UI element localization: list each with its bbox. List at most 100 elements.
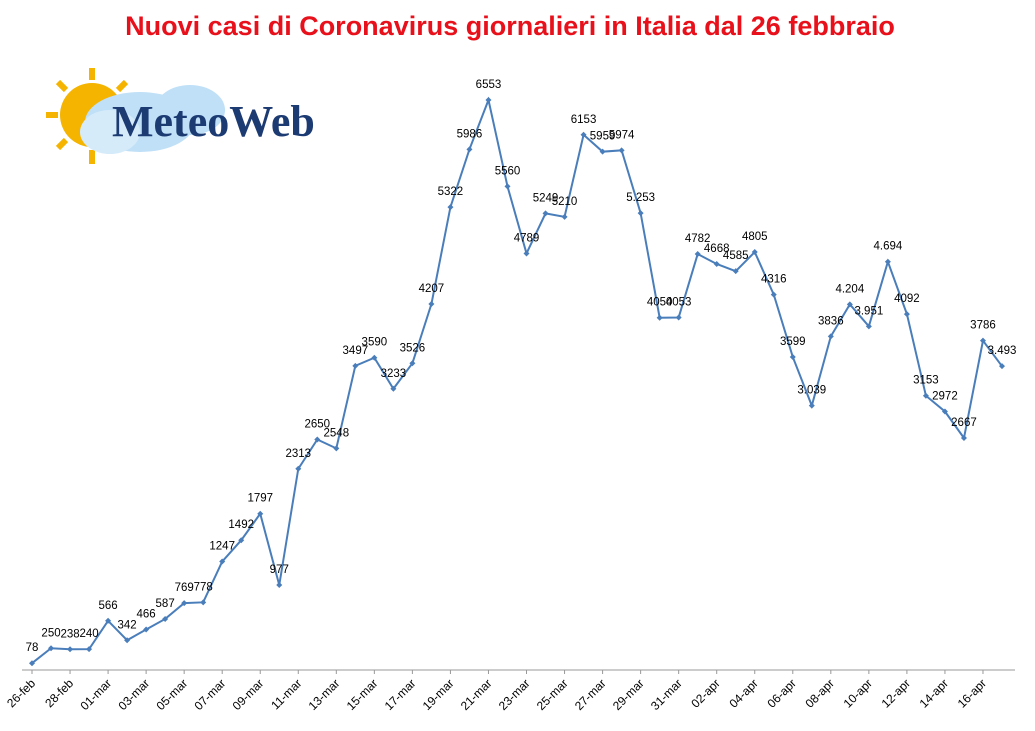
point [295,465,302,472]
point [485,97,492,103]
point [808,402,815,409]
point [314,436,321,443]
value-label: 250 [41,627,60,639]
value-label: 3526 [400,342,426,354]
value-label: 3786 [970,320,996,332]
x-tick-label: 26-feb [4,676,38,710]
point [219,558,226,565]
value-label: 566 [98,600,117,612]
logo-art [46,68,225,164]
x-tick-label: 23-mar [496,676,533,713]
series-line [31,96,1003,665]
x-tick-label: 25-mar [534,676,571,713]
value-label: 2650 [304,418,330,430]
point [542,210,549,217]
value-label: 1247 [209,541,235,553]
point [618,147,625,154]
value-label: 240 [79,628,98,640]
point [29,660,35,667]
value-label: 5249 [533,192,559,204]
value-label: 5974 [609,129,635,141]
value-label: 2972 [932,390,958,402]
value-label: 4316 [761,274,787,286]
point [561,213,568,220]
value-label: 3599 [780,336,806,348]
point [333,445,340,452]
x-tick-label: 31-mar [648,676,685,713]
value-label: 5.253 [626,192,655,204]
value-label: 4092 [894,293,920,305]
value-label: 3.493 [988,345,1017,357]
point [238,537,245,544]
chart-title: Nuovi casi di Coronavirus giornalieri in… [125,11,895,41]
x-tick-label: 07-mar [192,676,229,713]
point [276,582,283,589]
x-tick-label: 16-apr [955,676,989,710]
value-label: 2548 [324,427,350,439]
logo-text: MeteoWeb [112,97,315,146]
value-label: 466 [137,608,156,620]
value-label: 4207 [419,283,445,295]
x-tick-label: 13-mar [306,676,343,713]
point [999,363,1005,370]
point [181,600,188,607]
value-label: 78 [26,642,39,654]
value-label: 2667 [951,417,977,429]
point [694,251,701,258]
point [466,146,473,153]
point [713,260,720,267]
value-label: 4.204 [835,283,864,295]
value-label: 3233 [381,368,407,380]
value-label: 3.951 [854,305,883,317]
x-tick-label: 06-apr [764,676,798,710]
x-tick-label: 15-mar [344,676,381,713]
x-tick-label: 12-apr [879,676,913,710]
point [447,204,454,211]
x-tick-label: 04-apr [726,676,760,710]
value-label: 5959 [590,131,616,143]
value-label: 4585 [723,250,749,262]
value-label: 4.694 [873,241,902,253]
point [732,268,739,275]
value-label: 5210 [552,196,578,208]
value-label: 5322 [438,186,464,198]
value-label: 4053 [666,296,692,308]
x-tick-label: 27-mar [572,676,609,713]
value-label: 769 [175,582,194,594]
point [504,183,511,190]
x-tick-label: 09-mar [230,676,267,713]
point [523,250,530,257]
x-tick-label: 11-mar [268,676,304,712]
point [352,362,359,369]
point [105,617,112,624]
point [371,354,378,361]
value-label: 4789 [514,232,540,244]
x-tick-label: 14-apr [917,676,951,710]
value-label: 4050 [647,297,673,309]
x-tick-label: 29-mar [610,676,647,713]
x-tick-label: 21-mar [458,676,495,713]
value-label: 3836 [818,315,844,327]
x-tick-label: 19-mar [420,676,457,713]
point [143,626,150,633]
point [257,510,264,517]
value-label: 3590 [362,337,388,349]
x-tick-label: 08-apr [803,676,837,710]
point [675,314,682,321]
point [637,210,644,217]
value-label: 977 [270,564,289,576]
x-tick-label: 10-apr [841,676,875,710]
point [428,301,435,308]
x-tick-label: 28-feb [42,676,76,710]
value-label: 1797 [247,493,273,505]
value-label: 6553 [476,79,502,91]
value-label: 4668 [704,243,730,255]
x-tick-label: 03-mar [115,676,152,713]
point [86,646,93,653]
value-label: 587 [156,598,175,610]
point [580,131,587,138]
value-label: 3153 [913,375,939,387]
value-label: 3497 [343,345,369,357]
value-label: 5986 [457,128,483,140]
